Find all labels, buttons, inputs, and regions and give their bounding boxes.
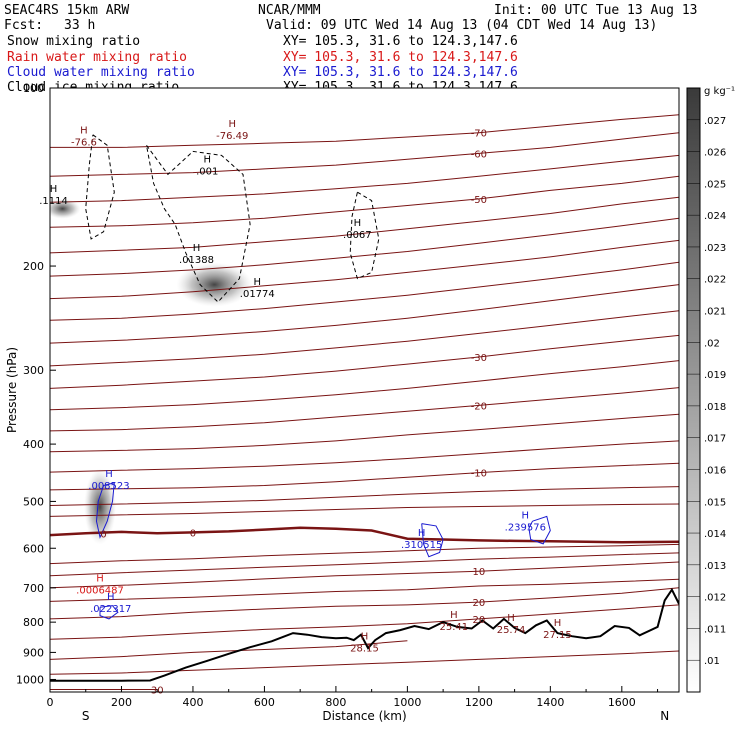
colorbar-tick-label: .018 [704,402,726,413]
colorbar-tick-label: .02 [704,338,720,349]
max-marker: H [450,610,458,621]
colorbar-tick-label: .015 [704,497,726,508]
max-value-label: .01774 [240,289,275,300]
colorbar-tick-label: .022 [704,275,726,286]
max-value-label: .001 [196,167,218,178]
max-value-label: -76.49 [216,131,248,142]
contour-label: 20 [472,615,485,626]
contour-label: -10 [471,469,487,480]
max-value-label: -76.6 [71,137,97,148]
x-tick-label: 0 [47,696,54,709]
max-value-label: .0006487 [76,585,124,596]
y-tick-label: 300 [23,364,44,377]
max-value-label: .008523 [88,481,129,492]
max-marker: H [522,511,530,522]
y-tick-label: 800 [23,616,44,629]
max-value-label: .239576 [505,523,546,534]
max-marker: H [554,618,562,629]
max-marker: H [96,573,104,584]
colorbar-tick-label: .017 [704,434,726,445]
max-marker: H [361,632,369,643]
x-tick-label: 600 [254,696,275,709]
y-tick-label: 500 [23,495,44,508]
plot-background [50,88,679,692]
colorbar-tick-label: .027 [704,116,726,127]
max-value-label: 28.15 [350,644,379,655]
max-marker: H [105,469,113,480]
y-tick-label: 700 [23,582,44,595]
contour-label: -30 [471,353,487,364]
max-marker: H [50,184,58,195]
freezing-level-label: 0 [190,528,196,539]
max-value-label: 25.41 [440,622,469,633]
colorbar-tick-label: .016 [704,465,726,476]
contour-label: -20 [471,401,487,412]
direction-label-south: S [82,709,90,723]
max-value-label: 25.74 [497,625,526,636]
colorbar-tick-label: .024 [704,211,726,222]
max-marker: H [354,218,362,229]
direction-label-north: N [660,709,669,723]
colorbar-tick-label: .012 [704,593,726,604]
colorbar [687,88,700,692]
max-value-label: .1114 [39,196,68,207]
max-marker: H [418,528,426,539]
max-marker: H [80,125,88,136]
max-marker: H [193,243,201,254]
max-marker: H [254,277,262,288]
max-marker: H [507,613,515,624]
contour-label: -60 [471,149,487,160]
colorbar-tick-label: .011 [704,624,726,635]
x-tick-label: 1400 [536,696,564,709]
max-value-label: .0067 [343,230,372,241]
y-tick-label: 400 [23,438,44,451]
max-marker: H [107,592,115,603]
colorbar-tick-label: .014 [704,529,726,540]
x-axis-label: Distance (km) [322,709,406,723]
colorbar-tick-label: .01 [704,656,720,667]
contour-label: 20 [472,598,485,609]
y-tick-label: 1000 [16,673,44,686]
x-tick-label: 800 [325,696,346,709]
x-tick-label: 1000 [393,696,421,709]
y-top-tick-label: 100 [23,82,44,95]
colorbar-tick-label: .023 [704,243,726,254]
colorbar-tick-label: .013 [704,561,726,572]
x-tick-label: 200 [111,696,132,709]
max-marker: H [229,119,237,130]
max-value-label: 27.15 [543,630,572,641]
colorbar-tick-label: .021 [704,307,726,318]
x-tick-label: 1600 [608,696,636,709]
y-tick-label: 600 [23,542,44,555]
x-tick-label: 1200 [465,696,493,709]
contour-label: -50 [471,195,487,206]
contour-label: 10 [472,567,485,578]
max-marker: H [203,155,211,166]
cross-section-plot: 30202010-10-20-30-50-60-700 0H-76.49H-76.… [0,0,740,740]
y-tick-label: 900 [23,646,44,659]
max-value-label: .310515 [401,540,442,551]
x-tick-label: 400 [182,696,203,709]
colorbar-units: g kg⁻¹ [704,86,735,97]
contour-label: -70 [471,129,487,140]
freezing-level-label: 0 [100,529,106,540]
colorbar-tick-label: .026 [704,148,726,159]
max-value-label: .022317 [90,604,131,615]
y-axis-label: Pressure (hPa) [5,347,19,433]
colorbar-tick-label: .019 [704,370,726,381]
colorbar-tick-label: .025 [704,179,726,190]
max-value-label: .01388 [179,255,214,266]
y-tick-label: 200 [23,260,44,273]
